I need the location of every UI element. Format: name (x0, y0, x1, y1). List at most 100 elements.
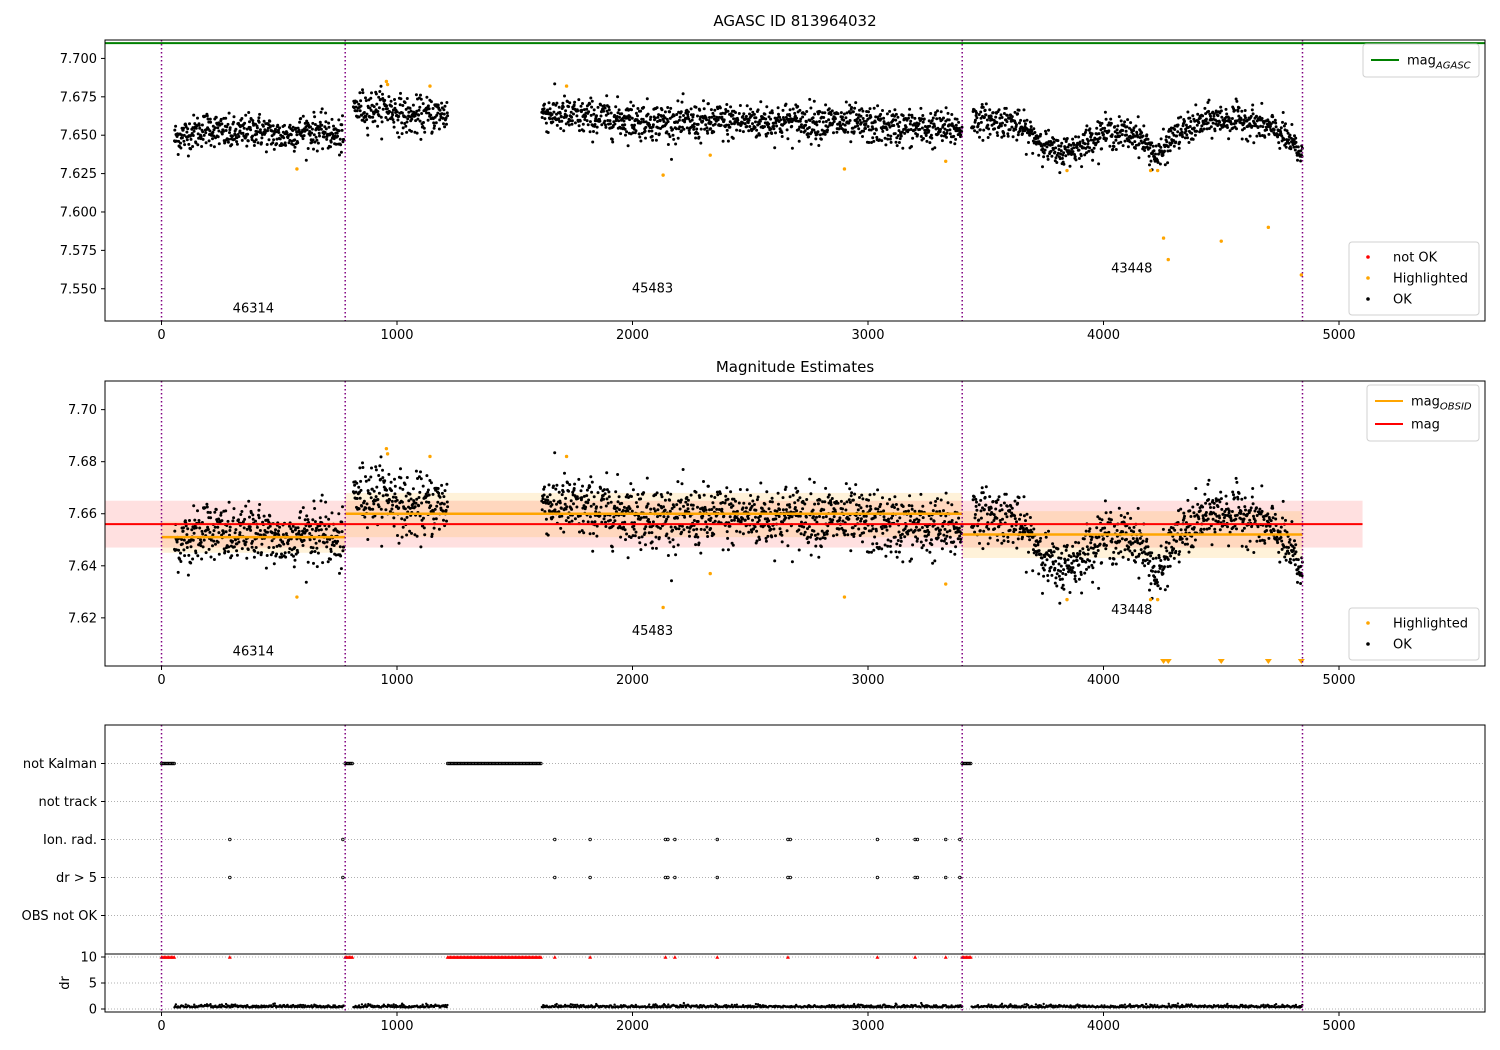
ok-point (764, 539, 768, 543)
ok-point (692, 122, 696, 126)
ok-point (238, 531, 242, 535)
ok-point (185, 138, 189, 142)
ok-point (1113, 125, 1117, 129)
ok-point (1181, 135, 1185, 139)
ok-point (550, 113, 554, 116)
ok-point (1234, 121, 1238, 125)
ok-point (367, 478, 371, 482)
ok-point (581, 506, 585, 510)
ok-point (189, 545, 193, 549)
ok-point (319, 528, 323, 532)
ok-point (636, 114, 639, 118)
ok-point (859, 519, 863, 523)
ok-point (572, 103, 576, 107)
ok-point (340, 123, 344, 127)
ok-point (818, 110, 822, 114)
ok-point (738, 530, 742, 534)
ok-point (755, 498, 759, 502)
ok-point (791, 107, 795, 111)
ok-point (306, 560, 310, 564)
ok-point (417, 504, 421, 508)
ok-point (943, 122, 947, 126)
ok-point (1115, 128, 1119, 132)
ok-point (629, 482, 633, 486)
ok-point (642, 105, 646, 109)
ok-point (227, 500, 231, 504)
ok-point (807, 525, 811, 529)
ok-point (979, 516, 983, 520)
ok-point (195, 124, 199, 128)
ok-point (829, 113, 833, 116)
ok-point (660, 495, 664, 499)
ok-point (578, 129, 581, 133)
ok-point (1099, 124, 1102, 127)
ok-point (1272, 128, 1276, 132)
ok-point (859, 506, 863, 510)
ok-point (436, 103, 440, 107)
ok-point (1037, 153, 1041, 157)
ok-point (1179, 127, 1183, 131)
ok-point (1230, 122, 1234, 126)
ok-point (848, 111, 852, 115)
ok-point (339, 554, 343, 558)
ok-point (1083, 131, 1087, 134)
obsid-label: 45483 (632, 282, 673, 297)
ok-point (778, 527, 782, 531)
ok-point (258, 128, 262, 132)
ok-point (763, 502, 767, 506)
ok-point (329, 145, 332, 149)
ok-point (1059, 556, 1063, 560)
ok-point (797, 548, 801, 552)
ok-point (175, 540, 179, 544)
ok-point (707, 119, 711, 122)
ok-point (646, 502, 650, 506)
ok-point (372, 502, 376, 506)
ok-point (931, 147, 935, 151)
ok-point (233, 531, 237, 535)
ok-point (212, 539, 216, 543)
ok-point (1017, 108, 1021, 112)
ok-point (1230, 117, 1234, 120)
ok-point (1065, 543, 1069, 547)
y-tick-label: 7.600 (60, 205, 97, 220)
ok-point (293, 145, 297, 149)
ok-point (611, 549, 615, 553)
ok-point (1051, 148, 1055, 151)
ok-point (857, 127, 861, 131)
ok-point (618, 115, 621, 119)
ok-point (910, 504, 914, 508)
ok-point (1022, 119, 1026, 123)
ok-point (311, 518, 315, 522)
ok-point (257, 120, 261, 124)
ok-point (997, 108, 1001, 112)
ok-point (1019, 513, 1023, 517)
ok-point (355, 497, 359, 500)
ok-point (608, 518, 612, 522)
ok-point (204, 551, 208, 555)
ok-point (410, 531, 413, 535)
ok-point (1193, 133, 1197, 137)
ok-point (323, 131, 327, 134)
ok-point (1050, 573, 1054, 577)
ok-point (1031, 151, 1035, 155)
ok-point (246, 548, 250, 551)
ok-point (558, 111, 562, 115)
ok-point (906, 532, 910, 536)
ok-point (564, 496, 568, 500)
ok-point (622, 505, 626, 509)
ok-point (682, 114, 685, 117)
ok-point (1054, 146, 1058, 150)
ok-point (832, 534, 835, 538)
ok-point (729, 490, 733, 494)
ok-point (1257, 131, 1261, 135)
ok-point (1015, 520, 1018, 524)
ok-point (1091, 580, 1095, 584)
ok-point (1066, 558, 1070, 562)
ok-point (809, 535, 812, 539)
ok-point (996, 498, 1000, 502)
ok-point (812, 480, 816, 484)
ok-point (846, 130, 850, 134)
ok-point (709, 108, 713, 112)
ok-point (916, 537, 919, 541)
